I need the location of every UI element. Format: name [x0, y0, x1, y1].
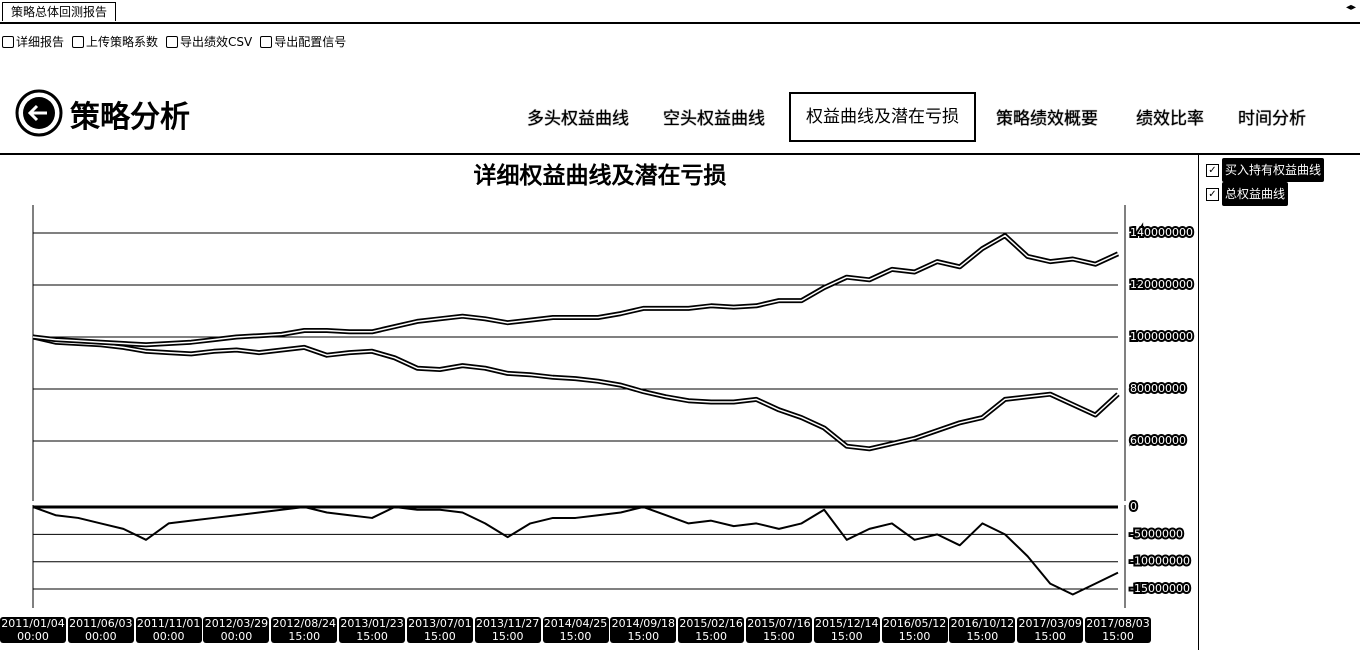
y-tick-label: -10000000 — [1130, 555, 1190, 568]
page-title: 策略分析 — [70, 100, 190, 135]
legend-item[interactable]: ✓ 买入持有权益曲线 — [1206, 158, 1325, 182]
toolbar-label: 详细报告 — [16, 35, 65, 49]
back-icon[interactable] — [14, 88, 64, 138]
x-tick-label: 2015/02/16 15:00 — [678, 617, 745, 643]
x-tick-label: 2014/04/25 15:00 — [542, 617, 609, 643]
checkbox[interactable]: ✓ — [1206, 187, 1219, 201]
toolbar-button[interactable]: 导出配置信号 — [260, 33, 346, 50]
toolbar-button[interactable]: 详细报告 — [2, 33, 64, 50]
x-tick-label: 2017/08/03 15:00 — [1085, 617, 1151, 643]
series-line — [32, 336, 1119, 450]
series-line-outline — [32, 506, 1119, 596]
legend-label: 总权益曲线 — [1222, 182, 1289, 206]
legend-label: 买入持有权益曲线 — [1222, 158, 1325, 182]
x-tick-label: 2016/10/12 15:00 — [949, 617, 1016, 643]
toolbar-icon — [72, 35, 85, 48]
x-tick-label: 2011/11/01 00:00 — [135, 617, 202, 643]
y-tick-label: 60000000 — [1130, 434, 1186, 447]
x-tick-label: 2016/05/12 15:00 — [881, 617, 948, 643]
y-tick-label: 0 — [1130, 500, 1137, 513]
tab[interactable]: 绩效比率 — [1136, 109, 1204, 129]
toolbar-button[interactable]: 导出绩效CSV — [166, 33, 252, 50]
panel-divider — [1198, 153, 1199, 650]
x-tick-label: 2015/07/16 15:00 — [745, 617, 812, 643]
y-tick-label: 100000000 — [1130, 330, 1193, 343]
tab[interactable]: 策略绩效概要 — [996, 109, 1098, 129]
x-tick-label: 2014/09/18 15:00 — [610, 617, 677, 643]
toolbar-icon — [2, 35, 14, 48]
tab[interactable]: 时间分析 — [1238, 109, 1306, 129]
toolbar-label: 导出配置信号 — [274, 35, 347, 49]
y-tick-label: -5000000 — [1130, 527, 1183, 540]
y-tick-label: 140000000 — [1130, 226, 1193, 239]
x-tick-label: 2012/08/24 15:00 — [271, 617, 338, 643]
x-tick-label: 2013/11/27 15:00 — [474, 617, 541, 643]
legend-item[interactable]: ✓ 总权益曲线 — [1206, 182, 1324, 206]
toolbar-button[interactable]: 上传策略系数 — [72, 33, 158, 50]
window-bar — [0, 0, 1360, 24]
window-tab[interactable]: 策略总体回测报告 — [2, 2, 116, 21]
x-tick-label: 2011/01/04 00:00 — [0, 617, 66, 643]
tab[interactable]: 多头权益曲线 — [527, 109, 629, 129]
toolbar-label: 上传策略系数 — [86, 35, 159, 49]
x-tick-label: 2013/07/01 15:00 — [406, 617, 473, 643]
chart-title: 详细权益曲线及潜在亏损 — [474, 162, 727, 189]
chart: 详细权益曲线及潜在亏损 60000000 80000000 100000000 1200… — [32, 162, 1195, 608]
legend: ✓ 买入持有权益曲线 ✓ 总权益曲线 — [1206, 158, 1325, 206]
x-tick-label: 2017/03/09 15:00 — [1017, 617, 1084, 643]
y-tick-label: -15000000 — [1130, 582, 1190, 595]
series-line — [32, 234, 1119, 346]
toolbar-icon — [166, 35, 179, 48]
toolbar-icon — [260, 35, 273, 48]
checkbox[interactable]: ✓ — [1206, 163, 1219, 177]
active-tab[interactable]: 权益曲线及潜在亏损 — [789, 92, 976, 142]
window-scroll[interactable]: ◂▸ — [1346, 2, 1357, 13]
y-tick-label: 120000000 — [1130, 278, 1193, 291]
x-tick-label: 2013/01/23 15:00 — [339, 617, 406, 643]
divider — [0, 153, 1360, 155]
series-line-outline — [32, 233, 1120, 348]
x-tick-label: 2015/12/14 15:00 — [813, 617, 880, 643]
x-tick-label: 2012/03/29 00:00 — [203, 617, 270, 643]
toolbar: 详细报告 上传策略系数 导出绩效CSV 导出配置信号 — [2, 33, 346, 50]
y-tick-label: 80000000 — [1130, 382, 1186, 395]
toolbar-label: 导出绩效CSV — [180, 35, 253, 49]
tab[interactable]: 空头权益曲线 — [663, 109, 765, 129]
x-tick-label: 2011/06/03 00:00 — [67, 617, 134, 643]
